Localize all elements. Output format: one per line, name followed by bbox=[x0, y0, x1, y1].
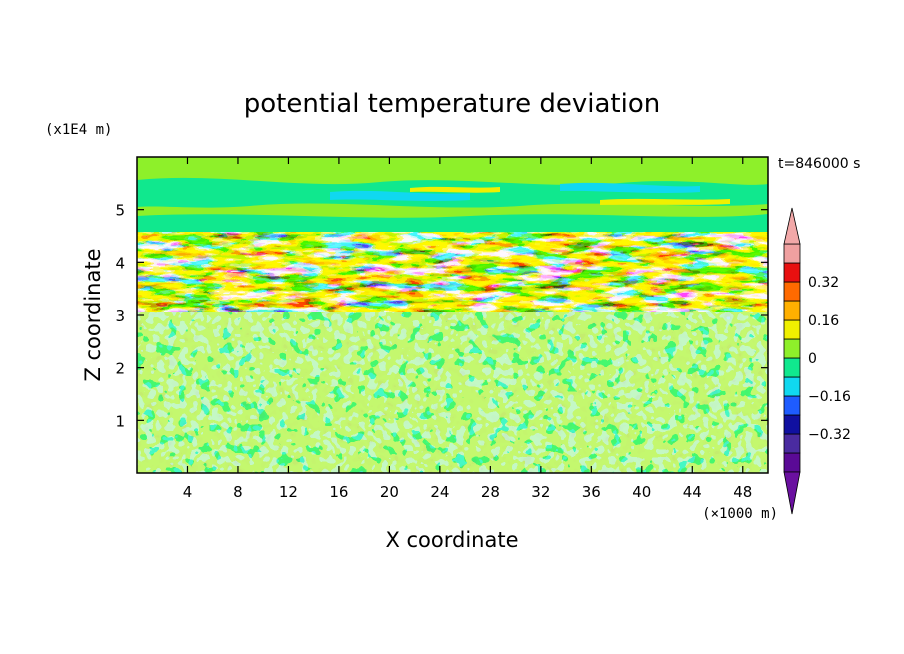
x-tick-label: 24 bbox=[430, 483, 449, 501]
colorbar-tick-label: 0 bbox=[808, 351, 817, 367]
colorbar-segment bbox=[783, 262, 801, 283]
colorbar-segment bbox=[783, 452, 801, 473]
x-tick-label: 20 bbox=[380, 483, 399, 501]
upper-wave-green-lower bbox=[137, 214, 768, 234]
colorbar-segment bbox=[783, 243, 801, 264]
x-axis: 4 8 12 16 20 24 28 32 36 40 44 48 bbox=[183, 157, 752, 501]
layered-perturbation-band bbox=[137, 232, 768, 314]
y-tick-label: 4 bbox=[115, 254, 125, 272]
x-tick-label: 28 bbox=[481, 483, 500, 501]
colorbar-segment bbox=[783, 300, 801, 321]
colorbar-segment bbox=[783, 338, 801, 359]
colorbar-tick-label: 0.32 bbox=[808, 275, 839, 291]
colorbar-segment bbox=[783, 281, 801, 302]
x-unit-label: (×1000 m) bbox=[702, 506, 778, 522]
contour-field bbox=[137, 157, 768, 473]
y-tick-label: 5 bbox=[115, 202, 125, 220]
x-axis-label: X coordinate bbox=[385, 528, 518, 552]
x-tick-label: 36 bbox=[582, 483, 601, 501]
colorbar-segment bbox=[783, 395, 801, 416]
y-tick-label: 2 bbox=[115, 360, 125, 378]
lower-noise-region bbox=[137, 312, 768, 473]
colorbar-tick-label: −0.16 bbox=[808, 389, 851, 405]
colorbar-segment bbox=[783, 433, 801, 454]
colorbar-segment bbox=[783, 376, 801, 397]
x-tick-label: 8 bbox=[233, 483, 243, 501]
x-tick-label: 32 bbox=[531, 483, 550, 501]
x-tick-label: 4 bbox=[183, 483, 193, 501]
upper-wave-cyan-band bbox=[330, 182, 700, 201]
time-label: t=846000 s bbox=[778, 156, 860, 172]
y-axis: 1 2 3 4 5 bbox=[115, 202, 768, 430]
x-tick-label: 12 bbox=[279, 483, 298, 501]
colorbar-tick-label: 0.16 bbox=[808, 313, 839, 329]
y-tick-label: 1 bbox=[115, 412, 125, 430]
x-tick-label: 44 bbox=[683, 483, 702, 501]
colorbar-under-triangle bbox=[783, 471, 801, 515]
chart-title: potential temperature deviation bbox=[244, 89, 660, 119]
y-tick-label: 3 bbox=[115, 307, 125, 325]
colorbar-segment bbox=[783, 414, 801, 435]
colorbar-segment bbox=[783, 319, 801, 340]
x-tick-label: 16 bbox=[329, 483, 348, 501]
x-tick-label: 40 bbox=[632, 483, 651, 501]
colorbar-tick-label: −0.32 bbox=[808, 427, 851, 443]
colorbar-over-triangle bbox=[783, 207, 801, 245]
x-tick-label: 48 bbox=[733, 483, 752, 501]
upper-wave-yellow-band bbox=[410, 186, 730, 205]
colorbar: 0.32 0.16 0 −0.16 −0.32 bbox=[783, 207, 851, 515]
colorbar-segment bbox=[783, 357, 801, 378]
y-axis-label: Z coordinate bbox=[81, 248, 105, 381]
y-unit-label: (x1E4 m) bbox=[45, 122, 112, 138]
